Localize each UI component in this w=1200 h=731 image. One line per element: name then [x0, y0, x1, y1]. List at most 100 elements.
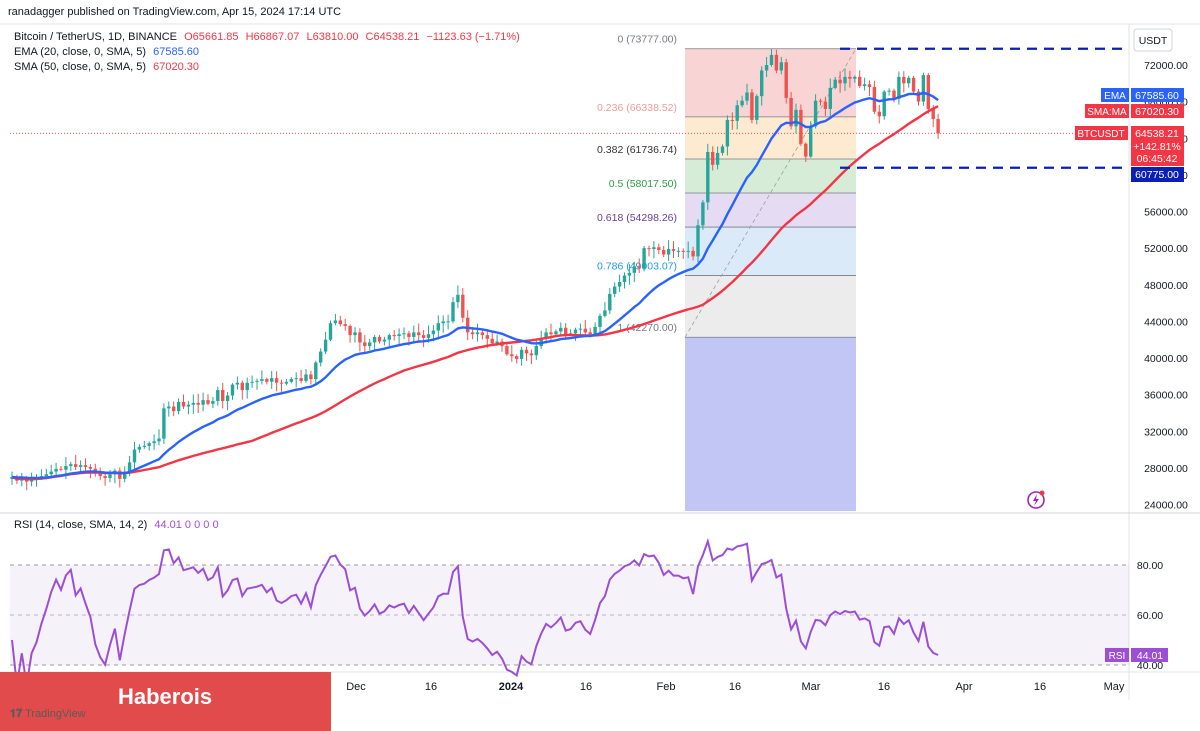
- candle-body: [573, 329, 578, 334]
- candle-body: [662, 249, 666, 255]
- candle-body: [69, 464, 73, 467]
- candle-body: [64, 466, 68, 470]
- candle-body: [245, 382, 249, 391]
- symbol-name[interactable]: Bitcoin / TetherUS, 1D, BINANCE: [14, 31, 178, 43]
- candle-body: [936, 119, 940, 134]
- candle-body: [598, 315, 602, 327]
- candle-body: [127, 462, 132, 472]
- countdown-value: 06:45:42: [1137, 153, 1178, 165]
- candle-body: [637, 266, 641, 269]
- candle-body: [554, 331, 558, 335]
- tradingview-brand: TradingView: [25, 708, 86, 720]
- rsi-legend-values: 44.01 0 0 0 0: [154, 519, 219, 531]
- price-tick-label: 28000.00: [1144, 463, 1188, 475]
- candle-body: [671, 249, 676, 251]
- ema-line: [11, 91, 939, 480]
- price-tick-label: 40000.00: [1144, 353, 1188, 365]
- candle-body: [289, 379, 293, 382]
- candle-body: [196, 402, 200, 405]
- candle-body: [98, 473, 102, 477]
- candle-body: [225, 395, 230, 402]
- candle-body: [319, 351, 323, 363]
- candle-body: [701, 202, 705, 226]
- candle-body: [147, 443, 151, 446]
- candle-body: [323, 339, 328, 352]
- candles: [10, 49, 940, 491]
- alert-lightning-icon[interactable]: [1027, 490, 1045, 509]
- candle-body: [833, 79, 837, 88]
- time-tick-label: May: [1104, 681, 1125, 693]
- candle-body: [250, 381, 254, 383]
- support-value: 60775.00: [1135, 169, 1179, 181]
- candle-body: [760, 70, 764, 97]
- candle-body: [475, 332, 480, 335]
- price-tick-label: 56000.00: [1144, 207, 1188, 219]
- candle-body: [78, 465, 83, 467]
- sma-legend[interactable]: SMA (50, close, 0, SMA, 5) 67020.30: [14, 61, 203, 73]
- sma-value-bg: [1131, 104, 1184, 118]
- fib-level-label: 0.5 (58017.50): [609, 178, 677, 190]
- fib-zone: [685, 193, 856, 228]
- fib-level-label: 1 (42270.00): [617, 322, 677, 334]
- sma-tag-bg: [1085, 104, 1129, 118]
- candle-body: [470, 332, 475, 335]
- candle-body: [412, 332, 416, 337]
- candle-body: [720, 146, 725, 153]
- candle-body: [892, 90, 896, 99]
- time-tick-label: Apr: [955, 681, 972, 693]
- rsi-legend[interactable]: RSI (14, close, SMA, 14, 2) 44.01 0 0 0 …: [14, 519, 223, 531]
- currency-label: USDT: [1139, 35, 1168, 47]
- ohlc-open: O65661.85: [184, 31, 239, 43]
- symbol-legend: Bitcoin / TetherUS, 1D, BINANCE O65661.8…: [14, 31, 524, 43]
- candle-body: [515, 356, 519, 359]
- candle-body: [397, 334, 401, 337]
- candle-body: [417, 332, 421, 336]
- candle-body: [328, 323, 333, 340]
- last-price-value: 64538.21: [1135, 128, 1179, 140]
- candle-body: [505, 346, 509, 355]
- rsi-value-bg: [1131, 647, 1168, 662]
- candle-body: [83, 465, 88, 467]
- ema-tag-bg: [1101, 88, 1129, 102]
- candle-body: [730, 119, 734, 121]
- ema-tag: EMA: [1104, 91, 1126, 102]
- fib-zone: [685, 275, 856, 338]
- ohlc-change: −1123.63 (−1.71%): [426, 31, 520, 43]
- tradingview-logo: 𝟏𝟕 TradingView: [10, 708, 86, 720]
- candle-body: [725, 119, 730, 147]
- candle-body: [681, 250, 685, 252]
- candle-body: [809, 126, 813, 157]
- time-tick-label: Dec: [346, 681, 366, 693]
- candle-body: [480, 332, 485, 336]
- fib-zone: [685, 227, 856, 276]
- candle-body: [706, 151, 710, 203]
- candle-body: [877, 111, 881, 117]
- candle-body: [882, 91, 886, 117]
- ema-legend-label: EMA (20, close, 0, SMA, 5): [14, 46, 147, 58]
- candle-body: [372, 336, 377, 343]
- candle-body: [603, 310, 607, 316]
- ema-legend-value: 67585.60: [153, 46, 200, 58]
- candle-body: [343, 324, 347, 326]
- candle-body: [779, 62, 783, 71]
- candle-body: [103, 476, 107, 478]
- candle-body: [613, 286, 617, 294]
- candle-body: [691, 250, 695, 257]
- rsi-band: [10, 565, 1129, 665]
- fib-zone: [685, 158, 856, 194]
- ema-legend[interactable]: EMA (20, close, 0, SMA, 5) 67585.60: [14, 46, 203, 58]
- candle-body: [848, 76, 852, 79]
- candle-body: [172, 406, 176, 412]
- time-tick-label: 16: [878, 681, 890, 693]
- candle-body: [784, 62, 788, 98]
- ohlc-low: L63810.00: [306, 31, 359, 43]
- candle-body: [617, 282, 622, 287]
- candle-body: [735, 105, 739, 121]
- candle-body: [59, 468, 63, 470]
- candle-body: [828, 87, 832, 109]
- candle-body: [181, 401, 186, 407]
- time-tick-label: 16: [729, 681, 741, 693]
- candle-body: [627, 272, 632, 276]
